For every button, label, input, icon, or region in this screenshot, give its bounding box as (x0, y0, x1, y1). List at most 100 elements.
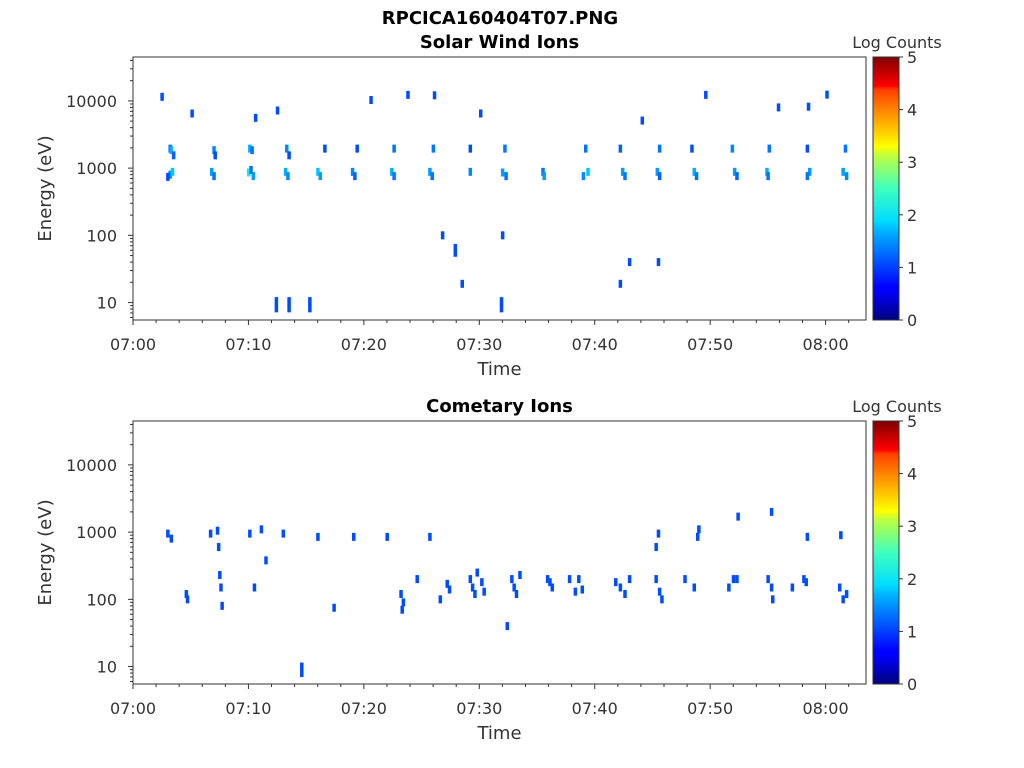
data-cell (697, 525, 701, 534)
data-cell (806, 102, 811, 111)
data-cell (683, 575, 687, 584)
x-tick-label: 07:40 (572, 699, 618, 718)
data-cell (453, 248, 458, 257)
data-cell (736, 512, 740, 521)
y-tick-label: 100 (86, 226, 117, 245)
data-cell (168, 170, 172, 179)
y-tick-label: 1000 (76, 523, 117, 542)
data-cell (170, 167, 175, 176)
data-cell (656, 258, 661, 267)
data-cell (283, 167, 288, 176)
data-cell (274, 304, 279, 313)
data-cell (623, 172, 627, 181)
y-tick-label: 1000 (76, 159, 117, 178)
data-cell (460, 279, 464, 288)
data-cell (316, 167, 320, 176)
colorbar (872, 420, 900, 685)
data-cell (804, 578, 808, 587)
colorbar-tick-label: 0 (907, 675, 917, 694)
x-tick-label: 07:50 (687, 699, 733, 718)
data-cell (453, 243, 458, 252)
x-tick-label: 07:20 (341, 335, 387, 354)
data-cell (401, 598, 406, 607)
data-cell (275, 106, 280, 115)
data-cell (841, 167, 845, 176)
data-cell (657, 144, 662, 153)
colorbar-label: Log Counts (852, 33, 942, 52)
colorbar-tick-label: 3 (907, 153, 917, 172)
data-cell (807, 167, 812, 176)
data-cell (300, 669, 304, 678)
data-cell (503, 144, 507, 153)
colorbar-tick-label: 5 (907, 412, 917, 431)
data-cell (482, 587, 486, 596)
data-cell (735, 172, 739, 181)
data-cell (400, 605, 404, 614)
data-cell (432, 91, 437, 100)
data-cell (841, 595, 845, 604)
data-cell (504, 172, 508, 181)
data-cell (623, 590, 627, 599)
data-cell (220, 601, 224, 610)
data-cell (573, 587, 578, 596)
data-cell (548, 578, 552, 587)
data-cell (171, 151, 176, 160)
data-cell (318, 172, 323, 181)
data-cell (250, 146, 254, 155)
data-cell (770, 595, 775, 604)
data-cell (213, 151, 217, 160)
data-cell (390, 167, 394, 176)
colorbar-tick-label: 2 (907, 570, 917, 589)
data-cells (160, 90, 849, 313)
data-cell (252, 583, 257, 592)
data-cell (470, 583, 475, 592)
data-cell (287, 304, 291, 313)
data-cell (655, 167, 660, 176)
data-cell (618, 583, 623, 592)
data-cell (657, 587, 662, 596)
y-tick-label: 100 (86, 590, 117, 609)
data-cell (542, 172, 546, 181)
data-cell (541, 167, 545, 176)
data-cell (264, 556, 268, 565)
panel-title: Solar Wind Ions (420, 32, 579, 53)
data-cell (731, 575, 736, 584)
data-cell (510, 575, 514, 584)
data-cell (577, 575, 581, 584)
data-cell (385, 532, 389, 541)
data-cells (166, 507, 849, 678)
data-cell (468, 144, 473, 153)
data-cell (447, 585, 452, 594)
plot-frame (132, 420, 867, 685)
data-cell (776, 103, 781, 112)
x-tick-label: 07:50 (687, 335, 733, 354)
data-cell (468, 575, 473, 584)
x-tick-label: 07:00 (110, 699, 156, 718)
data-cell (248, 529, 252, 538)
data-cell (567, 575, 572, 584)
data-cell (627, 258, 632, 267)
data-cell (769, 583, 774, 592)
data-cell (353, 172, 357, 181)
data-cell (500, 168, 505, 177)
panel-0: Solar Wind Ions 07:00 07:10 07:20 07:30 07:40… (35, 32, 942, 380)
colorbar-tick-label: 1 (907, 258, 917, 277)
data-cell (332, 603, 336, 612)
data-cell (518, 571, 522, 580)
data-cell (805, 532, 810, 541)
data-cell (185, 595, 190, 604)
data-cell (212, 172, 216, 181)
colorbar-label: Log Counts (852, 397, 942, 416)
y-tick-label: 10 (97, 658, 117, 677)
data-cell (790, 583, 795, 592)
data-cell (805, 144, 810, 153)
data-cell (692, 167, 697, 176)
data-cell (704, 90, 708, 99)
data-cell (190, 109, 194, 118)
colorbar (872, 56, 900, 321)
data-cell (431, 144, 436, 153)
data-cell (765, 167, 769, 176)
data-cell (766, 575, 770, 584)
data-cell (428, 167, 432, 176)
colorbar-tick-label: 4 (907, 101, 917, 120)
